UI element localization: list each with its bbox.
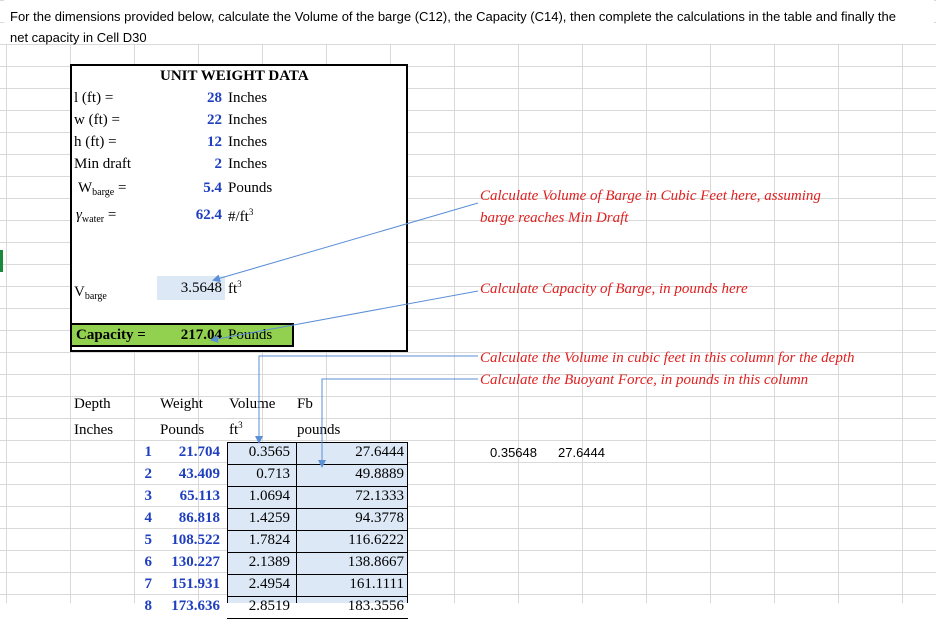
table-cell-weight[interactable]: 173.636: [171, 598, 220, 614]
value-length[interactable]: 28: [207, 90, 222, 106]
table-cell-fb[interactable]: 49.8889: [355, 466, 404, 482]
unit-min-draft: Inches: [228, 156, 268, 172]
unit-capacity: Pounds: [228, 327, 273, 343]
unit-length: Inches: [228, 90, 268, 106]
row-border: [227, 596, 408, 597]
table-cell-depth[interactable]: 4: [144, 510, 153, 526]
instruction-text: For the dimensions provided below, calcu…: [10, 9, 896, 45]
unit-height: Inches: [228, 134, 268, 150]
header-depth: Depth: [74, 396, 111, 412]
table-cell-fb[interactable]: 183.3556: [347, 598, 404, 614]
row-border: [227, 552, 408, 553]
header-volume: Volume: [229, 396, 276, 412]
header-fb: Fb: [297, 396, 313, 412]
table-cell-depth[interactable]: 3: [144, 488, 153, 504]
table-cell-fb[interactable]: 27.6444: [355, 444, 404, 460]
table-cell-depth[interactable]: 5: [144, 532, 153, 548]
note-column-fb: Calculate the Buoyant Force, in pounds i…: [480, 372, 809, 388]
table-cell-fb[interactable]: 116.6222: [348, 532, 404, 548]
table-cell-weight[interactable]: 130.227: [171, 554, 220, 570]
table-cell-weight[interactable]: 65.113: [179, 488, 220, 504]
table-divider: [227, 442, 228, 603]
row-border: [227, 486, 408, 487]
table-cell-weight[interactable]: 151.931: [171, 576, 220, 592]
table-cell-fb[interactable]: 161.1111: [349, 576, 404, 592]
table-cell-volume[interactable]: 1.7824: [248, 532, 290, 548]
label-wbarge: Wbarge =: [78, 180, 127, 198]
unit-width: Inches: [228, 112, 268, 128]
table-cell-volume[interactable]: 0.713: [256, 466, 290, 482]
label-width: w (ft) =: [74, 112, 120, 128]
header-fb-pounds: pounds: [297, 422, 341, 438]
value-height[interactable]: 12: [207, 134, 222, 150]
label-capacity: Capacity =: [76, 327, 146, 343]
side-value-volume[interactable]: 0.35648: [490, 445, 537, 460]
unit-vbarge: ft3: [228, 279, 242, 297]
row-border: [227, 530, 408, 531]
label-height: h (ft) =: [74, 134, 117, 150]
row-border: [227, 464, 408, 465]
table-cell-fb[interactable]: 94.3778: [355, 510, 404, 526]
unit-gamma-water: #/ft3: [228, 207, 254, 225]
table-cell-volume[interactable]: 2.4954: [248, 576, 290, 592]
table-cell-weight[interactable]: 108.522: [171, 532, 220, 548]
header-ft3: ft3: [229, 420, 243, 438]
table-cell-volume[interactable]: 2.1389: [248, 554, 290, 570]
table-cell-fb[interactable]: 138.8667: [347, 554, 404, 570]
volume-column-highlight: [228, 442, 296, 603]
label-vbarge: Vbarge: [74, 284, 107, 302]
table-divider: [227, 442, 408, 443]
note-column-volume: Calculate the Volume in cubic feet in th…: [480, 350, 855, 366]
fb-column-highlight: [296, 442, 408, 603]
table-cell-depth[interactable]: 6: [144, 554, 153, 570]
value-min-draft[interactable]: 2: [214, 156, 223, 172]
label-length: l (ft) =: [74, 90, 114, 106]
table-cell-depth[interactable]: 1: [144, 444, 153, 460]
value-width[interactable]: 22: [207, 112, 222, 128]
table-cell-fb[interactable]: 72.1333: [355, 488, 404, 504]
unit-weight-title: UNIT WEIGHT DATA: [160, 68, 309, 84]
table-cell-depth[interactable]: 2: [144, 466, 153, 482]
value-gamma-water[interactable]: 62.4: [195, 207, 222, 223]
header-weight: Weight: [160, 396, 203, 412]
table-cell-weight[interactable]: 43.409: [178, 466, 220, 482]
table-cell-volume[interactable]: 1.0694: [248, 488, 290, 504]
value-capacity[interactable]: 217.04: [180, 327, 222, 343]
table-cell-weight[interactable]: 21.704: [178, 444, 220, 460]
row-border: [227, 574, 408, 575]
table-cell-volume[interactable]: 0.3565: [248, 444, 290, 460]
table-cell-volume[interactable]: 2.8519: [248, 598, 290, 614]
table-cell-weight[interactable]: 86.818: [178, 510, 220, 526]
table-cell-volume[interactable]: 1.4259: [248, 510, 290, 526]
instruction-cell[interactable]: For the dimensions provided below, calcu…: [4, 0, 934, 45]
value-wbarge[interactable]: 5.4: [203, 180, 222, 196]
header-pounds: Pounds: [160, 422, 205, 438]
table-divider: [407, 442, 408, 603]
note-capacity: Calculate Capacity of Barge, in pounds h…: [480, 281, 748, 297]
row-marker: [0, 250, 3, 272]
table-cell-depth[interactable]: 8: [144, 598, 153, 614]
side-value-fb[interactable]: 27.6444: [558, 445, 605, 460]
unit-wbarge: Pounds: [228, 180, 273, 196]
value-vbarge[interactable]: 3.5648: [180, 280, 222, 296]
header-inches: Inches: [74, 422, 114, 438]
note-volume: Calculate Volume of Barge in Cubic Feet …: [480, 188, 821, 226]
table-divider: [296, 442, 297, 603]
label-min-draft: Min draft: [74, 156, 132, 172]
row-border: [227, 508, 408, 509]
label-gamma-water: γwater =: [76, 207, 117, 225]
table-cell-depth[interactable]: 7: [144, 576, 153, 592]
